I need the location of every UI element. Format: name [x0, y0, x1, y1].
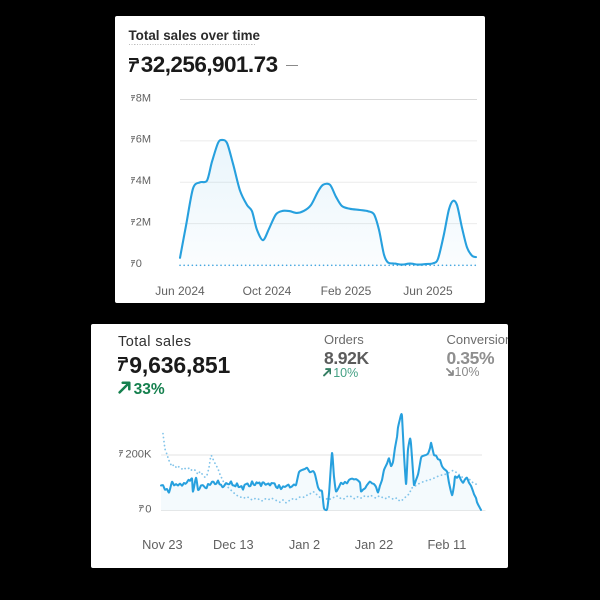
- svg-text:Feb 11: Feb 11: [427, 537, 466, 552]
- svg-text:Oct 2024: Oct 2024: [243, 284, 292, 298]
- svg-text:Nov 23: Nov 23: [142, 537, 183, 552]
- svg-text:4M: 4M: [136, 175, 151, 187]
- svg-text:Jun 2024: Jun 2024: [155, 284, 205, 298]
- svg-text:0: 0: [145, 503, 151, 515]
- svg-text:200K: 200K: [125, 448, 152, 460]
- svg-text:Feb 2025: Feb 2025: [321, 284, 372, 298]
- svg-text:Dec 13: Dec 13: [213, 537, 254, 552]
- svg-text:6M: 6M: [136, 134, 151, 146]
- svg-text:Jan 2: Jan 2: [289, 537, 320, 552]
- svg-text:0: 0: [136, 258, 142, 270]
- svg-text:2M: 2M: [136, 216, 151, 228]
- svg-text:Jun 2025: Jun 2025: [403, 284, 453, 298]
- svg-text:8M: 8M: [136, 92, 151, 104]
- svg-text:Jan 22: Jan 22: [355, 537, 393, 552]
